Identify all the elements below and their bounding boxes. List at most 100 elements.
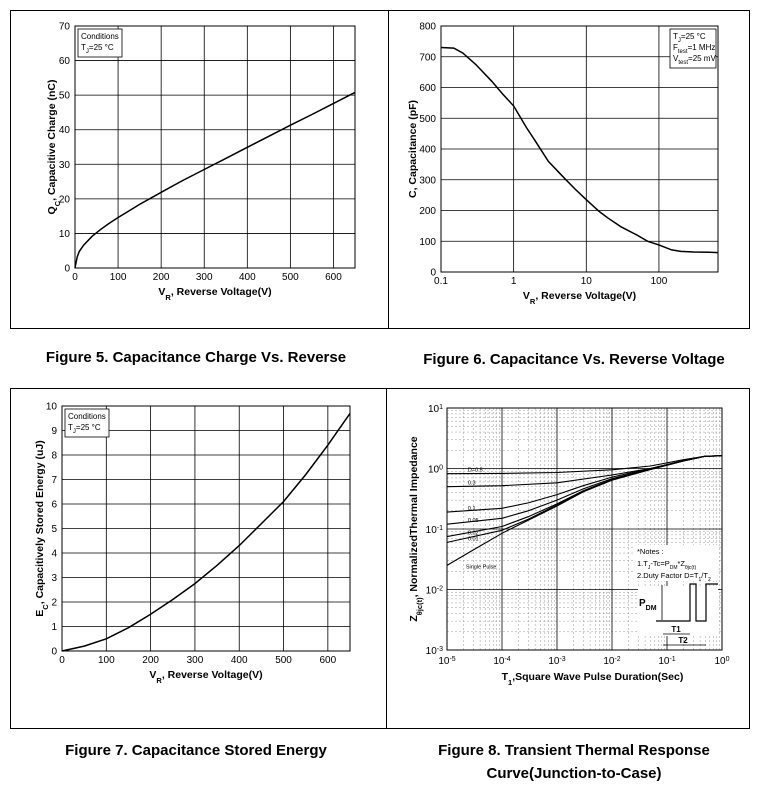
x-axis-label-rest: , Reverse Voltage(V) <box>171 286 272 298</box>
conditions-main: F <box>673 43 678 52</box>
conditions-main: Conditions <box>68 412 106 421</box>
x-tick-label: 200 <box>142 655 159 666</box>
notes-box <box>633 545 719 581</box>
x-tick-label: 100 <box>98 655 115 666</box>
conditions-line: Vtest=25 mV <box>673 54 716 66</box>
x-tick-label: 10-2 <box>603 656 620 668</box>
n1a: 1.T <box>637 559 648 568</box>
y-tick-label: 10-3 <box>426 646 443 658</box>
y-tick-label: 800 <box>419 22 436 33</box>
series-line-6 <box>446 455 723 566</box>
chart-fig5: 0 100 200 300 400 500 600 0 10 20 30 40 50 60 70 Condit… <box>46 22 356 302</box>
t1-label: T1 <box>671 625 681 634</box>
x-tick-base: 10 <box>714 656 726 667</box>
y-tick-label: 7 <box>51 475 57 486</box>
conditions-main: T <box>68 423 73 432</box>
x-tick-exp: -2 <box>614 656 620 663</box>
y-tick-label: 1 <box>51 622 57 633</box>
x-tick-exp: 0 <box>726 656 730 663</box>
x-axis-label: VR, Reverse Voltage(V) <box>149 669 262 685</box>
x-tick-label: 10-4 <box>493 656 510 668</box>
n2b: /T <box>701 571 708 580</box>
series-label-0: D=0.5 <box>468 468 483 474</box>
x-axis-label-main: V <box>523 290 530 302</box>
x-tick-label: 400 <box>239 272 256 283</box>
x-tick-label: 200 <box>153 272 170 283</box>
caption-fig8-line2: Curve(Junction-to-Case) <box>486 765 662 782</box>
x-axis-label-sub: 1 <box>508 678 512 687</box>
y-tick-label: 5 <box>51 524 57 535</box>
y-tick-label: 400 <box>419 145 436 156</box>
x-axis-label-sub: R <box>165 293 171 302</box>
y-axis-label: EC, Capacitively Stored Energy (uJ) <box>34 440 50 616</box>
y-tick-label: 50 <box>59 91 71 102</box>
y-tick-label: 30 <box>59 160 71 171</box>
conditions-line: TJ=25 °C <box>673 32 706 44</box>
conditions-sub: test <box>678 60 688 66</box>
y-tick-exp: -1 <box>437 525 443 532</box>
x-tick-exp: -4 <box>504 656 510 663</box>
series-line-0 <box>61 412 351 652</box>
conditions-sub: J <box>73 429 76 435</box>
y-tick-label: 101 <box>428 404 443 416</box>
series-label-6: Single Pulse <box>466 564 497 570</box>
y-axis-label-rest: , Capacitance (pF) <box>407 100 419 190</box>
y-tick-base: 10 <box>426 586 438 597</box>
x-tick-label: 300 <box>196 272 213 283</box>
y-tick-label: 600 <box>419 83 436 94</box>
x-axis-label-rest: ,Square Wave Pulse Duration(Sec) <box>512 671 683 683</box>
y-tick-label: 60 <box>59 56 71 67</box>
y-axis-label-rest: , Capacitively Stored Energy (uJ) <box>34 440 46 604</box>
x-axis-label-main: V <box>158 286 165 298</box>
y-tick-exp: -2 <box>437 585 443 592</box>
t2-label: T2 <box>678 636 688 645</box>
conditions-line: TJ=25 °C <box>68 423 101 435</box>
x-axis-label: VR, Reverse Voltage(V) <box>158 286 271 302</box>
x-tick-label: 0 <box>59 655 65 666</box>
y-tick-exp: 0 <box>439 464 443 471</box>
x-tick-label: 100 <box>651 276 668 287</box>
y-tick-label: 8 <box>51 451 57 462</box>
conditions-box <box>669 28 717 69</box>
y-tick-label: 40 <box>59 125 71 136</box>
conditions-rest: =25 °C <box>76 423 101 432</box>
x-tick-label: 10-5 <box>438 656 455 668</box>
figure-frames <box>10 10 750 729</box>
chart-fig7: 0 100 200 300 400 500 600 0 1 2 3 4 5 6 7 8 9 10 Condition… <box>34 402 351 685</box>
y-tick-label: 500 <box>419 114 436 125</box>
y-tick-label: 300 <box>419 175 436 186</box>
chart-fig8: 10-5 10-4 10-3 10-2 10-1 10010110010-110-210-… <box>408 404 730 687</box>
n2sub: 1 <box>698 577 701 583</box>
n1b: -Tc=P <box>650 559 669 568</box>
y-tick-label: 3 <box>51 573 57 584</box>
pdm-label: PDM <box>639 598 657 612</box>
series-line-0 <box>446 455 723 475</box>
series-label-2: 0.1 <box>468 506 476 512</box>
x-tick-label: 600 <box>325 272 342 283</box>
x-tick-label: 300 <box>187 655 204 666</box>
conditions-rest: =25 °C <box>89 43 114 52</box>
notes-line2: 2.Duty Factor D=T1/T2 <box>637 571 711 583</box>
y-axis-label: Zθjc(t), NormalizedThermal Impedance <box>408 436 424 621</box>
plot-area <box>446 407 723 651</box>
pulse-waveform <box>656 583 718 622</box>
plot-area <box>61 405 351 652</box>
pdm-main: P <box>639 598 646 609</box>
x-tick-label: 10 <box>581 276 593 287</box>
plot-area <box>74 25 356 269</box>
x-tick-base: 10 <box>603 656 615 667</box>
y-axis-label-rest: , NormalizedThermal Impedance <box>408 436 420 597</box>
series-line-4 <box>446 455 723 538</box>
caption-fig6: Figure 6. Capacitance Vs. Reverse Voltag… <box>423 351 725 368</box>
frame-top <box>10 10 750 329</box>
y-tick-label: 700 <box>419 52 436 63</box>
conditions-rest: =25 mV <box>688 54 716 63</box>
y-axis-label-sub: C <box>53 200 62 206</box>
n2sub2: 2 <box>708 577 711 583</box>
y-tick-label: 10 <box>46 402 58 413</box>
y-tick-label: 9 <box>51 426 57 437</box>
conditions-rest: =1 MHz <box>688 43 716 52</box>
y-tick-base: 10 <box>428 404 440 415</box>
y-tick-label: 100 <box>419 237 436 248</box>
